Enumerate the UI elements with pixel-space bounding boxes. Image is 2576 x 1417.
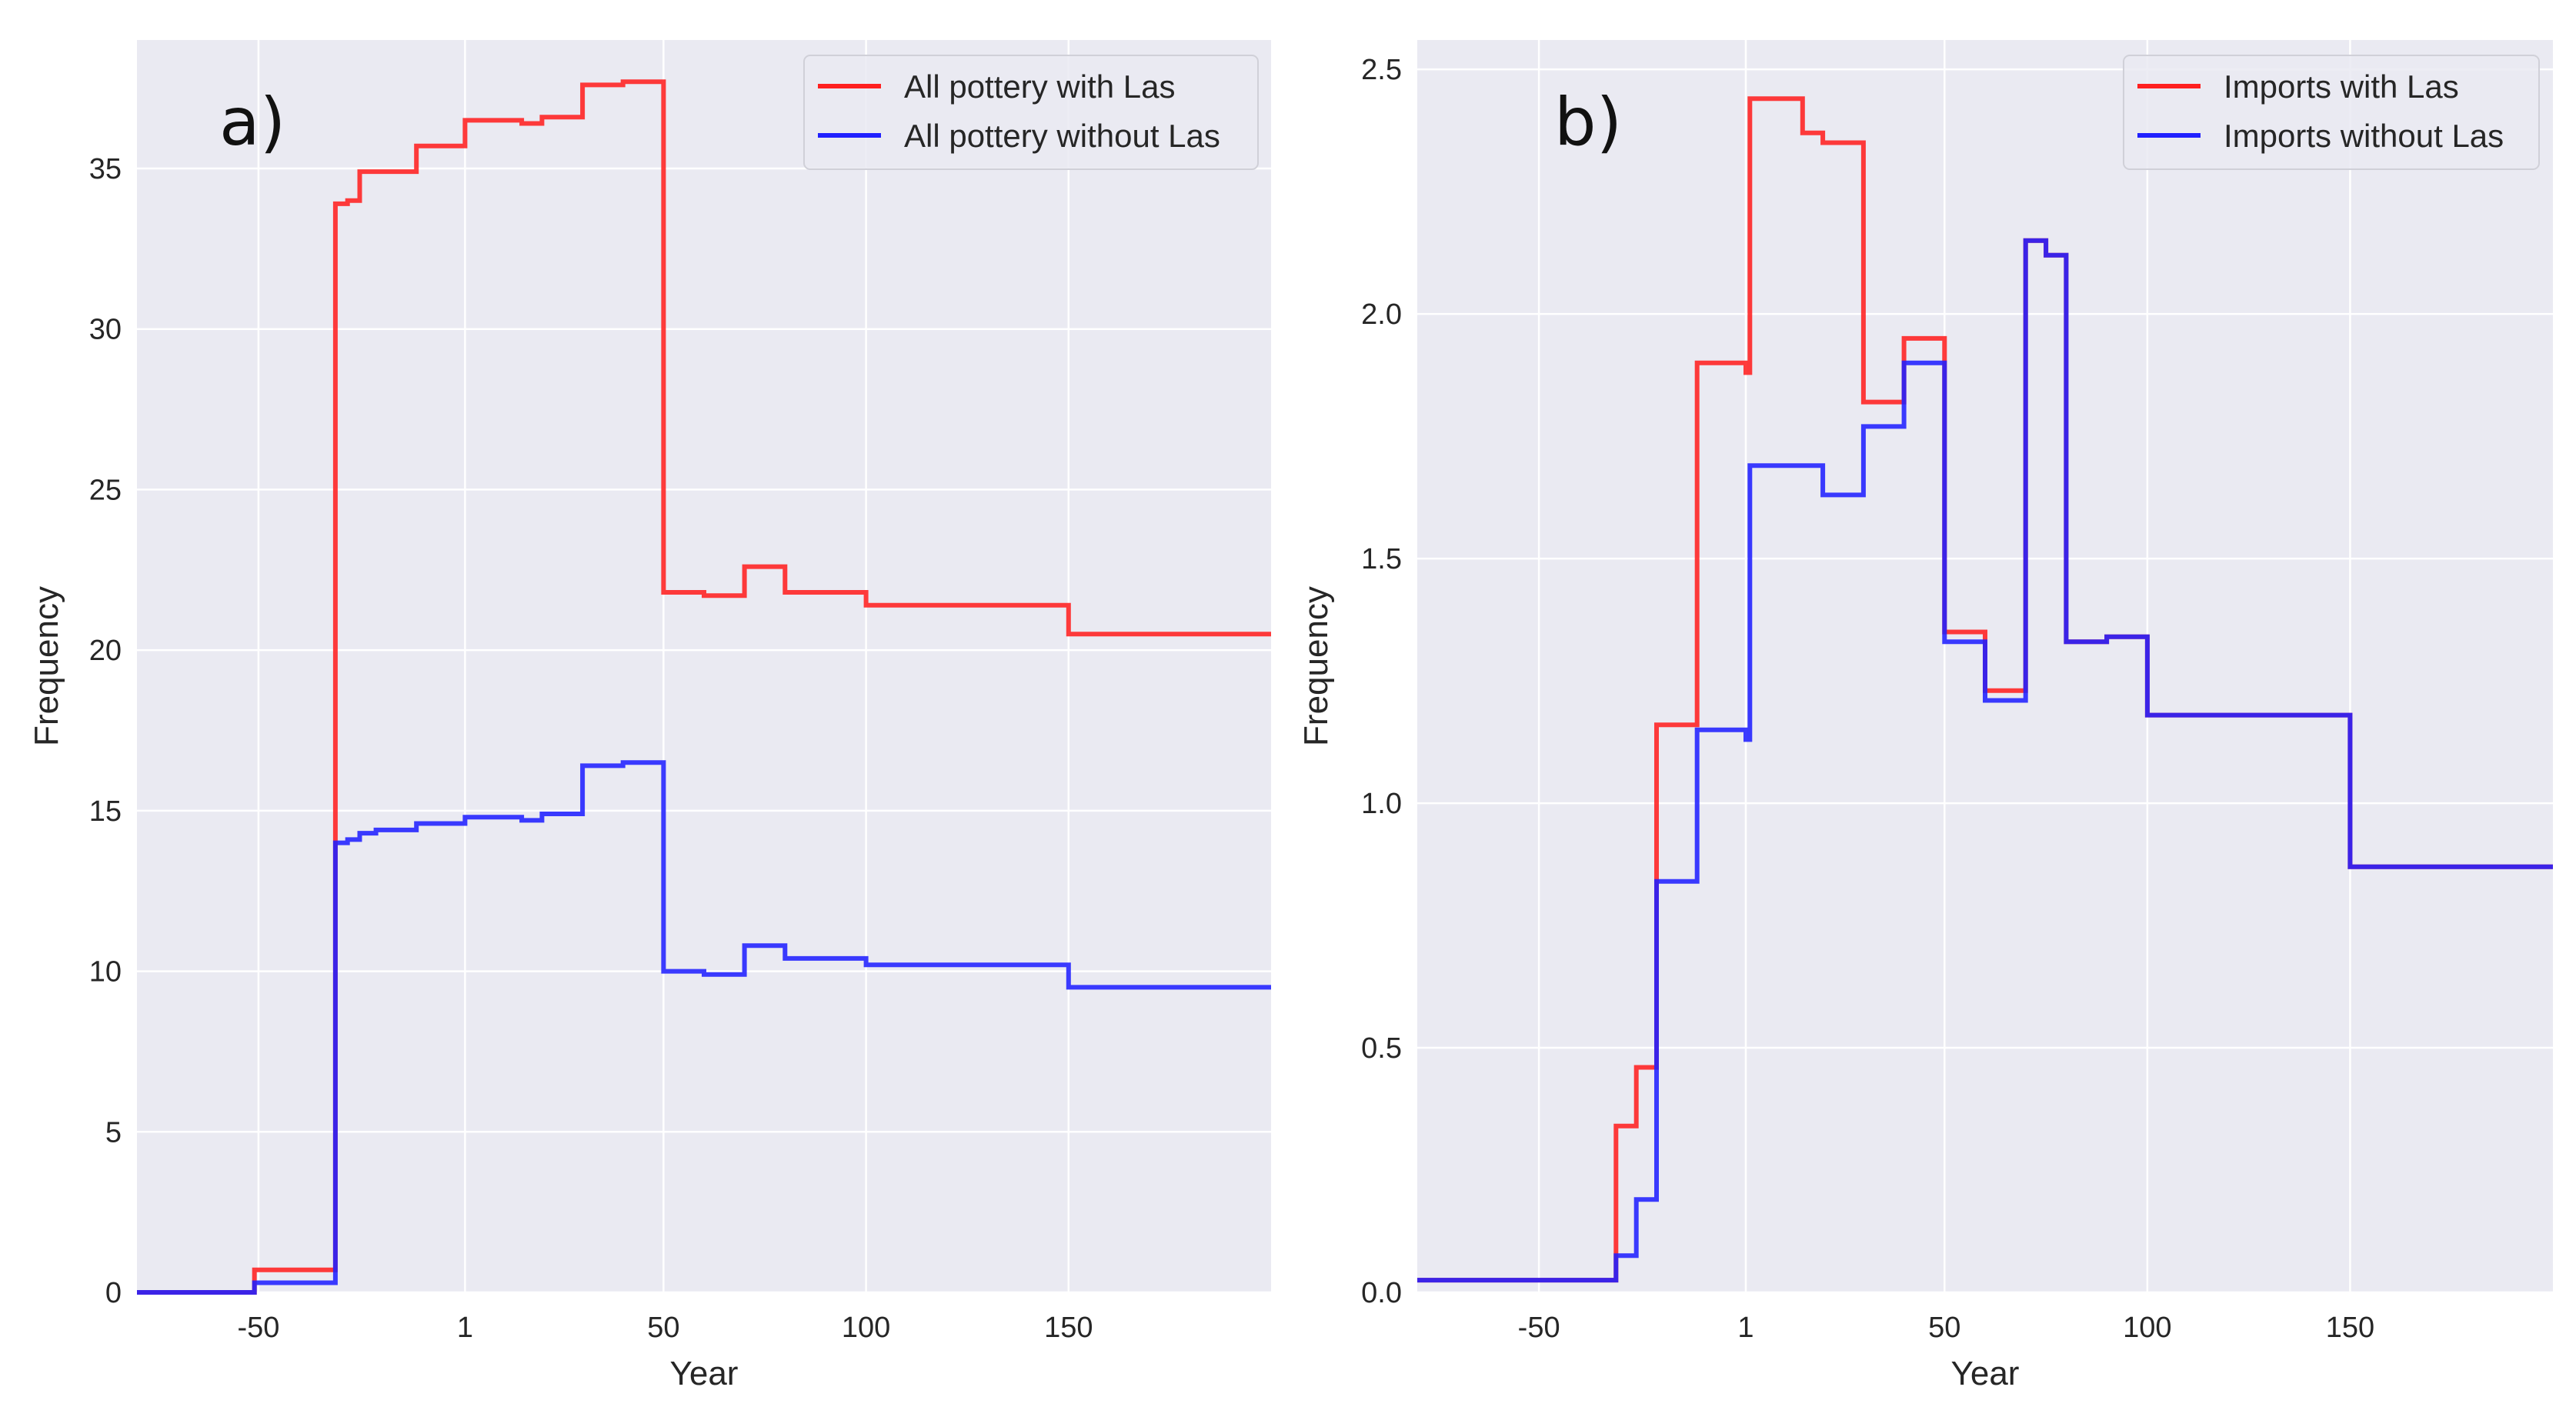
x-tick-label: 50	[647, 1312, 679, 1344]
x-tick-label: 150	[1044, 1312, 1093, 1344]
panel-label: a)	[219, 84, 285, 161]
x-axis-label: Year	[670, 1355, 739, 1392]
y-tick-label: 5	[105, 1116, 122, 1149]
x-tick-label: -50	[237, 1312, 279, 1344]
y-tick-label: 10	[89, 956, 122, 989]
legend-entry: All pottery with Las	[904, 68, 1176, 105]
x-tick-label: 1	[1737, 1312, 1753, 1344]
series-line-all-pottery-with-las	[137, 79, 1271, 1295]
legend-entry: Imports with Las	[2224, 68, 2459, 105]
legend-entry: Imports without Las	[2224, 118, 2504, 154]
y-tick-label: 0	[105, 1277, 122, 1309]
x-tick-label: 150	[2326, 1312, 2374, 1344]
chart-panel-b: -50 1 50 100 1500.00.51.01.52.02.5YearFreque…	[1297, 40, 2553, 1392]
x-tick-label: 50	[1928, 1312, 1960, 1344]
y-tick-label: 25	[89, 474, 122, 506]
y-tick-label: 1.0	[1361, 788, 1402, 820]
y-axis-label: Frequency	[28, 586, 65, 746]
y-tick-label: 1.5	[1361, 543, 1402, 575]
y-tick-label: 30	[89, 314, 122, 346]
legend-box	[803, 55, 1259, 170]
y-tick-label: 2.0	[1361, 298, 1402, 331]
y-tick-label: 2.5	[1361, 54, 1402, 86]
y-tick-label: 15	[89, 795, 122, 828]
legend: Imports with Las Imports without Las	[2123, 55, 2540, 170]
y-axis-label: Frequency	[1297, 586, 1335, 746]
x-tick-label: -50	[1518, 1312, 1560, 1344]
x-tick-label: 100	[842, 1312, 890, 1344]
legend-box	[2123, 55, 2540, 170]
x-tick-label: 1	[457, 1312, 473, 1344]
x-tick-label: 100	[2123, 1312, 2171, 1344]
legend: All pottery with Las All pottery without …	[803, 55, 1259, 170]
plot-area	[137, 40, 1271, 1292]
panel-label: b)	[1554, 84, 1622, 161]
y-tick-label: 0.0	[1361, 1277, 1402, 1309]
chart-panel-a: -50 1 50 100 15005101520253035YearFrequencya…	[28, 40, 1271, 1392]
series-line-all-pottery-without-las	[137, 760, 1271, 1295]
y-tick-label: 20	[89, 635, 122, 667]
x-axis-label: Year	[1951, 1355, 2020, 1392]
y-tick-label: 35	[89, 153, 122, 185]
legend-entry: All pottery without Las	[904, 118, 1220, 154]
y-tick-label: 0.5	[1361, 1032, 1402, 1065]
series-line-imports-without-las	[1417, 238, 2553, 1283]
